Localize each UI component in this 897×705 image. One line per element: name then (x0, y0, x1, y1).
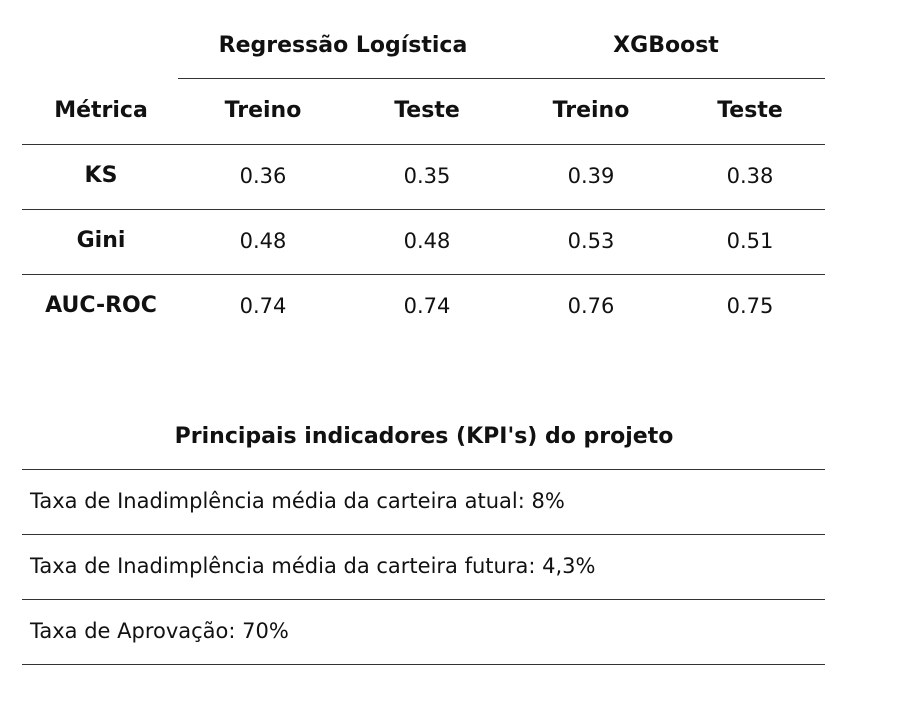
kpi-title: Principais indicadores (KPI's) do projet… (174, 424, 674, 449)
kpi-item-future-default-rate: Taxa de Inadimplência média da carteira … (30, 554, 595, 578)
table-cell: 0.74 (239, 294, 287, 318)
table-cell: 0.48 (239, 229, 287, 253)
kpi-value: 8% (531, 489, 565, 513)
column-header-xgb-train: Treino (552, 98, 630, 123)
kpi-label: Taxa de Inadimplência média da carteira … (30, 554, 536, 578)
table-cell: 0.75 (726, 294, 774, 318)
table-cell: 0.38 (726, 164, 774, 188)
table-cell: 0.76 (567, 294, 615, 318)
column-header-lr-test: Teste (394, 98, 460, 123)
kpi-divider (22, 664, 825, 665)
kpi-item-current-default-rate: Taxa de Inadimplência média da carteira … (30, 489, 565, 513)
kpi-label: Taxa de Inadimplência média da carteira … (30, 489, 525, 513)
kpi-divider (22, 469, 825, 470)
table-cell: 0.36 (239, 164, 287, 188)
metric-column-header: Métrica (54, 98, 148, 123)
kpi-value: 4,3% (542, 554, 596, 578)
table-cell: 0.39 (567, 164, 615, 188)
row-divider (22, 209, 825, 210)
group-header-logistic-regression: Regressão Logística (218, 33, 468, 58)
kpi-divider (22, 599, 825, 600)
row-label-auc-roc: AUC-ROC (45, 293, 157, 318)
header-divider (22, 144, 825, 145)
kpi-divider (22, 534, 825, 535)
table-cell: 0.53 (567, 229, 615, 253)
table-cell: 0.51 (726, 229, 774, 253)
kpi-label: Taxa de Aprovação: (30, 619, 236, 643)
kpi-value: 70% (242, 619, 289, 643)
table-cell: 0.48 (403, 229, 451, 253)
kpi-item-approval-rate: Taxa de Aprovação: 70% (30, 619, 289, 643)
column-header-xgb-test: Teste (717, 98, 783, 123)
row-label-ks: KS (84, 163, 118, 188)
column-header-lr-train: Treino (224, 98, 302, 123)
table-cell: 0.74 (403, 294, 451, 318)
table-cell: 0.35 (403, 164, 451, 188)
group-header-xgboost: XGBoost (613, 33, 719, 58)
group-header-divider (178, 78, 825, 79)
row-label-gini: Gini (76, 228, 126, 253)
row-divider (22, 274, 825, 275)
